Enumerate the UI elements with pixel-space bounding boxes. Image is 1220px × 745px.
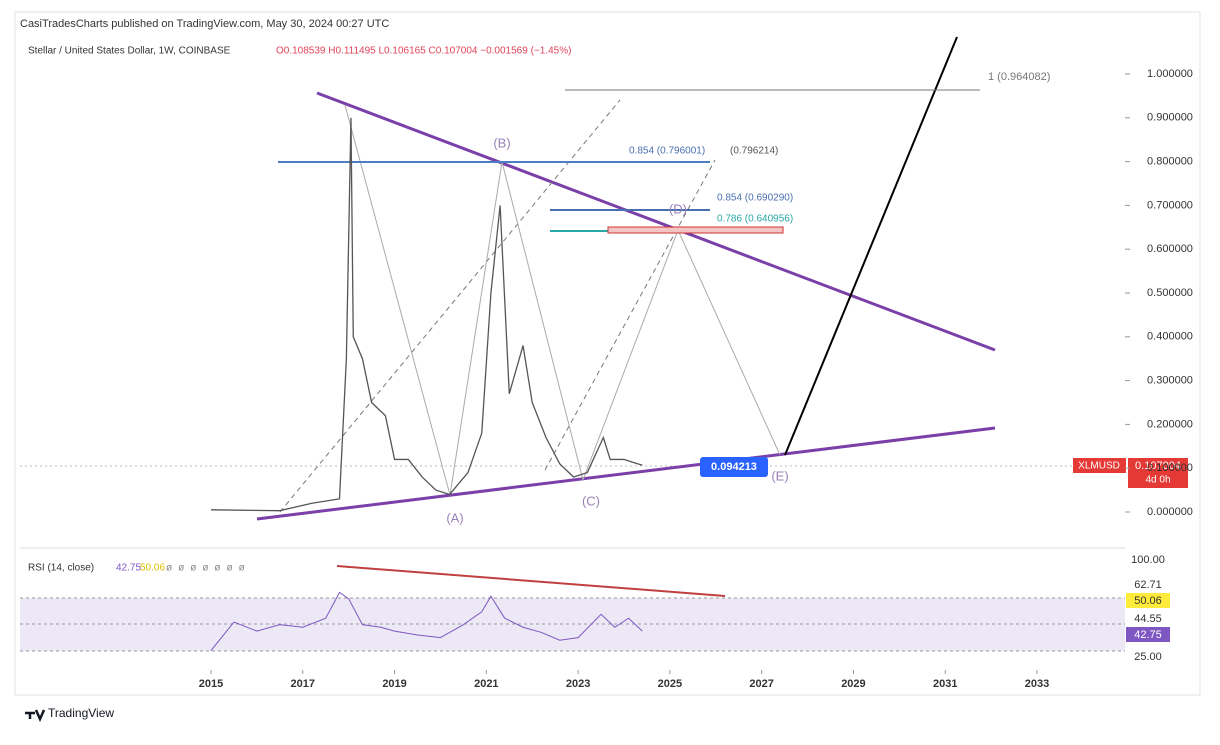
y-tick-label: 0.500000 xyxy=(1147,287,1193,299)
rsi-tick-label: 44.55 xyxy=(1134,613,1162,625)
fib-label: 0.786 (0.640956) xyxy=(717,214,793,225)
symbol: Stellar / United States Dollar, 1W, COIN… xyxy=(28,46,231,57)
y-tick-label: 1.000000 xyxy=(1147,68,1193,80)
x-tick-label: 2021 xyxy=(474,678,498,690)
target-value: 0.094213 xyxy=(711,461,757,473)
last-price: 0.107004 xyxy=(1135,460,1181,472)
y-tick-label: 0.600000 xyxy=(1147,243,1193,255)
wave-label: (B) xyxy=(493,135,510,150)
fib-label: 1 (0.964082) xyxy=(988,71,1050,83)
y-tick-label: 0.000000 xyxy=(1147,506,1193,518)
channel xyxy=(544,159,716,471)
countdown: 4d 0h xyxy=(1145,475,1170,486)
projection xyxy=(784,36,958,456)
logo xyxy=(25,709,46,723)
target-zone xyxy=(607,226,784,234)
channel xyxy=(279,99,621,513)
rsi-smoothed: 50.06 xyxy=(140,563,165,574)
x-tick-label: 2019 xyxy=(382,678,406,690)
rsi-line xyxy=(210,591,643,651)
y-tick-label: 0.400000 xyxy=(1147,331,1193,343)
rsi-tick-label: 50.06 xyxy=(1134,595,1162,607)
publisher: CasiTradesCharts published on TradingVie… xyxy=(20,18,389,30)
footer: TradingView xyxy=(48,706,114,720)
y-tick-label: 0.800000 xyxy=(1147,156,1193,168)
x-tick-label: 2029 xyxy=(841,678,865,690)
upper-trendline xyxy=(316,91,996,352)
y-tick-label: 0.900000 xyxy=(1147,112,1193,124)
frame xyxy=(14,11,1201,696)
x-tick-label: 2025 xyxy=(658,678,682,690)
price-tag xyxy=(1128,458,1188,488)
x-tick-label: 2015 xyxy=(199,678,223,690)
wave-label: (D) xyxy=(669,201,687,216)
rsi-tick-label: 25.00 xyxy=(1134,651,1162,663)
y-tick-label: 0.300000 xyxy=(1147,375,1193,387)
x-tick-label: 2017 xyxy=(291,678,315,690)
wave-labels: (A) (B) (C) (D) (E) xyxy=(446,135,788,525)
rsi-flags: øøøøøøø xyxy=(166,563,251,574)
fib-label: (0.796214) xyxy=(730,146,778,157)
y-tick-label: 0.200000 xyxy=(1147,418,1193,430)
lower-trendline xyxy=(256,426,996,521)
rsi-value: 42.75 xyxy=(116,563,141,574)
rsi-label: RSI (14, close) xyxy=(28,563,94,574)
rsi-smoothed-tag xyxy=(1126,593,1170,608)
rsi-tick-label: 62.71 xyxy=(1134,579,1162,591)
x-tick-label: 2033 xyxy=(1025,678,1049,690)
price-line xyxy=(210,117,643,512)
rsi-value-tag xyxy=(1126,627,1170,642)
x-tick-label: 2031 xyxy=(933,678,957,690)
y-tick-label: 0.700000 xyxy=(1147,199,1193,211)
target-tag xyxy=(700,457,768,477)
fib-label: 0.854 (0.690290) xyxy=(717,193,793,204)
drawings xyxy=(256,36,996,597)
ticker-tag xyxy=(1073,458,1126,473)
rsi-tick-label: 100.00 xyxy=(1131,554,1165,566)
wave-label: (A) xyxy=(446,510,463,525)
wave-label: (E) xyxy=(771,468,788,483)
x-tick-label: 2023 xyxy=(566,678,590,690)
rsi-tick-label: 42.75 xyxy=(1134,629,1162,641)
ticker: XLMUSD xyxy=(1078,461,1120,472)
ohlc: O0.108539 H0.111495 L0.106165 C0.107004 … xyxy=(276,46,571,57)
y-tick-label: 0.100000 xyxy=(1147,462,1193,474)
fib-label: 0.854 (0.796001) xyxy=(629,146,705,157)
rsi-divergence xyxy=(336,565,726,597)
wave-path xyxy=(344,104,781,496)
wave-label: (C) xyxy=(582,493,600,508)
x-tick-label: 2027 xyxy=(749,678,773,690)
